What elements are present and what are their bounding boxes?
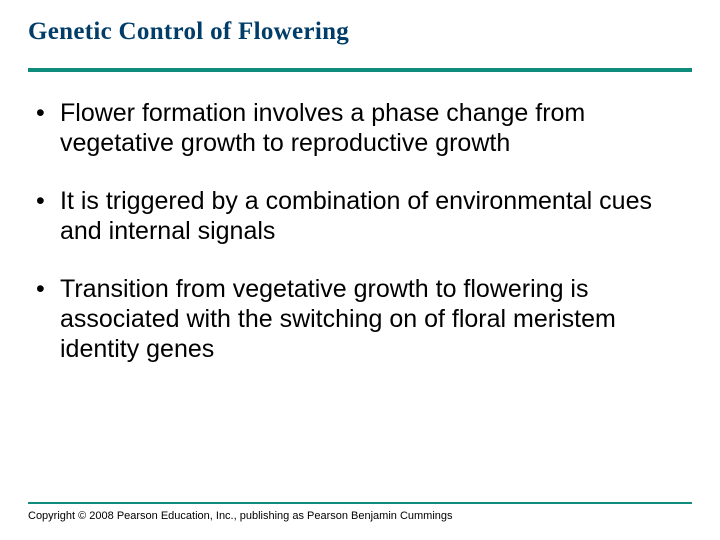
footer-divider xyxy=(28,502,692,504)
bullet-item: • It is triggered by a combination of en… xyxy=(34,186,684,246)
bullet-item: • Transition from vegetative growth to f… xyxy=(34,274,684,364)
bullet-text: Flower formation involves a phase change… xyxy=(60,98,684,158)
slide-container: Genetic Control of Flowering • Flower fo… xyxy=(0,0,720,540)
bullet-marker: • xyxy=(34,186,60,216)
bullet-text: It is triggered by a combination of envi… xyxy=(60,186,684,246)
slide-title: Genetic Control of Flowering xyxy=(28,18,692,46)
bullet-item: • Flower formation involves a phase chan… xyxy=(34,98,684,158)
footer-area: Copyright © 2008 Pearson Education, Inc.… xyxy=(28,502,692,522)
bullet-marker: • xyxy=(34,98,60,128)
bullet-text: Transition from vegetative growth to flo… xyxy=(60,274,684,364)
copyright-text: Copyright © 2008 Pearson Education, Inc.… xyxy=(28,510,692,522)
content-area: • Flower formation involves a phase chan… xyxy=(28,72,692,364)
bullet-marker: • xyxy=(34,274,60,304)
